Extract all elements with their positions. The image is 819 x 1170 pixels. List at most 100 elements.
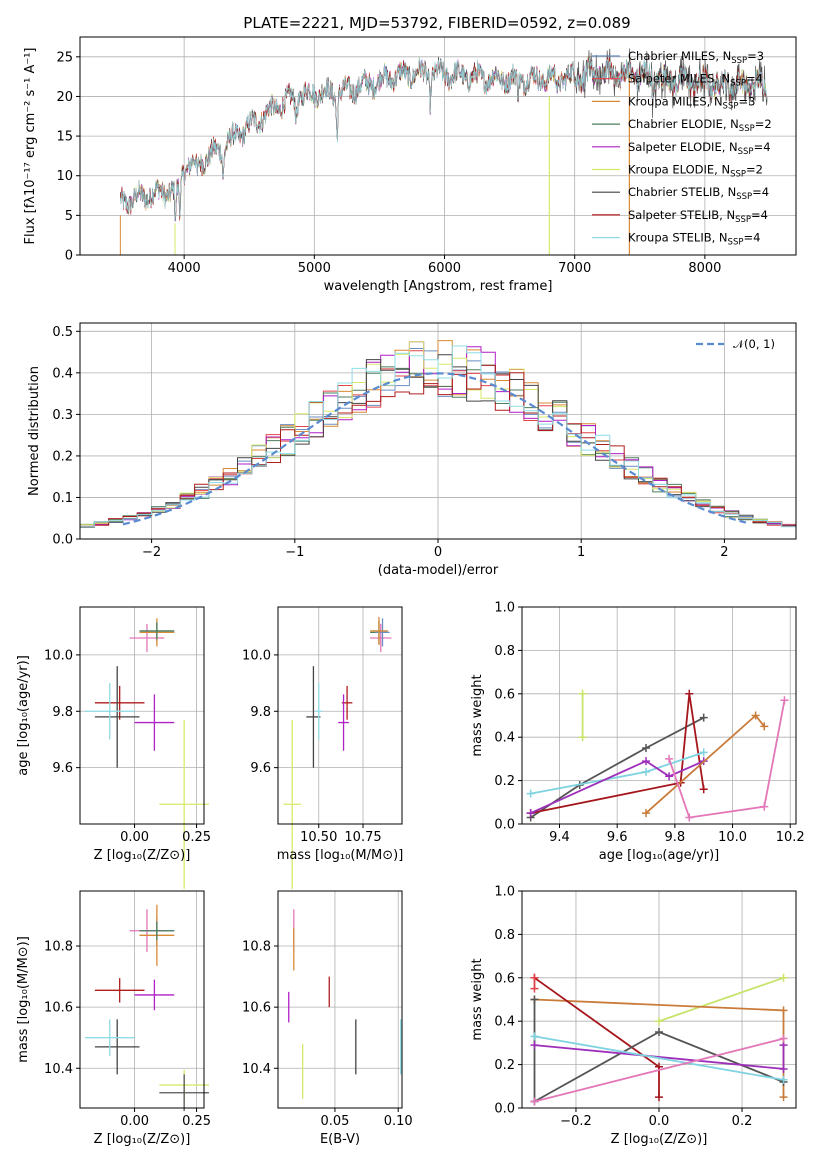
- weight-marker: [530, 984, 539, 993]
- x-tick-label: 0.25: [182, 1114, 211, 1129]
- weight-marker: [530, 995, 539, 1004]
- z-age-panel: 0.00 0.25 9.6 9.8 10.0 Z [log₁₀(Z/Z⊙)] age [lo…: [16, 606, 211, 889]
- y-axis-label: age [log₁₀(age/yr)]: [16, 655, 31, 776]
- plot-frame: [79, 890, 205, 1109]
- y-tick-label: 0.6: [494, 971, 515, 986]
- y-tick-label: 9.6: [250, 761, 271, 776]
- y-tick-label: 0: [65, 249, 73, 264]
- weight-marker: [699, 785, 708, 794]
- legend-label: Salpeter ELODIE, NSSP=4: [628, 140, 771, 157]
- x-tick-label: 0.05: [320, 1114, 349, 1129]
- y-tick-label: 0.1: [52, 491, 73, 506]
- weight-marker: [655, 1093, 663, 1102]
- x-tick-label: 9.6: [607, 830, 628, 845]
- y-tick-label: 10.8: [44, 940, 73, 955]
- x-tick-label: 9.8: [665, 830, 686, 845]
- legend-label: Kroupa MILES, NSSP=3: [628, 94, 755, 111]
- x-axis-label: (data-model)/error: [378, 563, 499, 578]
- y-tick-label: 0.4: [494, 731, 515, 746]
- x-tick-label: 5000: [298, 261, 331, 276]
- weight-line: [530, 760, 705, 814]
- x-axis-label: age [log₁₀(age/yr)]: [599, 848, 720, 863]
- histogram-step: [79, 364, 796, 539]
- weight-marker: [699, 748, 708, 757]
- x-tick-label: −0.2: [560, 1114, 592, 1129]
- weight-marker: [779, 973, 788, 982]
- y-tick-label: 0.0: [52, 533, 73, 548]
- y-tick-label: 10.0: [44, 648, 73, 663]
- x-tick-label: 0.00: [120, 1114, 149, 1129]
- y-tick-label: 15: [56, 130, 73, 145]
- legend-label: Chabrier MILES, NSSP=3: [628, 49, 764, 66]
- y-tick-label: 0.4: [494, 1015, 515, 1030]
- weight-marker: [685, 813, 694, 822]
- y-tick-label: 25: [56, 50, 73, 65]
- weight-marker: [760, 802, 769, 811]
- y-tick-label: 10.8: [242, 940, 271, 955]
- x-tick-label: 10.75: [344, 830, 381, 845]
- y-tick-label: 0.2: [52, 449, 73, 464]
- x-tick-label: 0: [434, 545, 442, 560]
- legend-label: Chabrier ELODIE, NSSP=2: [628, 117, 772, 134]
- x-tick-label: 0.2: [732, 1114, 753, 1129]
- y-tick-label: 20: [56, 90, 73, 105]
- legend-label: Salpeter MILES, NSSP=4: [628, 72, 763, 89]
- weight-marker: [642, 809, 651, 818]
- x-tick-label: 4000: [168, 261, 201, 276]
- weight-line: [668, 700, 786, 819]
- y-axis-label: Flux [fλ10⁻¹⁷ erg cm⁻² s⁻¹ A⁻¹]: [23, 48, 38, 245]
- y-tick-label: 9.8: [52, 705, 73, 720]
- weight-marker: [530, 1032, 539, 1041]
- legend-label: Salpeter STELIB, NSSP=4: [628, 208, 768, 225]
- x-tick-label: 6000: [428, 261, 461, 276]
- legend-label: Chabrier STELIB, NSSP=4: [628, 185, 769, 202]
- x-tick-label: 8000: [688, 261, 721, 276]
- normal-curve: [122, 372, 747, 526]
- plot-frame: [521, 606, 797, 825]
- y-tick-label: 1.0: [494, 885, 515, 900]
- weight-marker: [526, 789, 535, 798]
- figure-title: PLATE=2221, MJD=53792, FIBERID=0592, z=0…: [243, 14, 630, 32]
- y-tick-label: 0.8: [494, 928, 515, 943]
- y-tick-label: 0.4: [52, 366, 73, 381]
- x-tick-label: 2: [720, 545, 728, 560]
- weight-marker: [751, 711, 760, 720]
- y-tick-label: 9.6: [52, 761, 73, 776]
- x-axis-label: Z [log₁₀(Z/Z⊙)]: [94, 848, 191, 863]
- x-tick-label: 1: [577, 545, 585, 560]
- y-tick-label: 0.2: [494, 774, 515, 789]
- weight-marker: [779, 1006, 788, 1015]
- x-axis-label: E(B-V): [320, 1132, 360, 1147]
- histogram-step: [79, 345, 796, 539]
- y-tick-label: 10.0: [242, 648, 271, 663]
- y-tick-label: 0.2: [494, 1058, 515, 1073]
- y-axis-label: mass [log₁₀(M/M⊙)]: [16, 936, 31, 1063]
- weight-marker: [779, 1093, 788, 1102]
- x-tick-label: −2: [142, 545, 161, 560]
- y-tick-label: 0.0: [494, 1102, 515, 1117]
- x-tick-label: 0.00: [120, 830, 149, 845]
- x-tick-label: 10.0: [718, 830, 747, 845]
- weight-marker: [642, 744, 651, 753]
- spectrum-line: [120, 56, 768, 222]
- y-tick-label: 10: [56, 169, 73, 184]
- y-tick-label: 0.3: [52, 408, 73, 423]
- z-mass-panel: 0.00 0.25 10.4 10.6 10.8 Z [log₁₀(Z/Z⊙)] mass …: [16, 890, 211, 1147]
- x-tick-label: 0.25: [182, 830, 211, 845]
- legend-label: 𝒩(0, 1): [733, 337, 775, 351]
- y-tick-label: 10.6: [242, 1001, 271, 1016]
- x-tick-label: 0.0: [649, 1114, 670, 1129]
- plot-frame: [277, 606, 403, 825]
- weight-line: [645, 714, 766, 814]
- y-tick-label: 10.4: [242, 1062, 271, 1077]
- weight-line: [533, 977, 660, 1098]
- weight-marker: [655, 1028, 663, 1037]
- weight-marker: [530, 1041, 539, 1050]
- weight-marker: [578, 733, 587, 742]
- residual-histogram-panel: −2 −1 0 1 2 0.0 0.1 0.2 0.3 0.4 0.5 (data-model)/er…: [27, 322, 797, 578]
- x-tick-label: 10.2: [776, 830, 805, 845]
- weight-marker: [655, 1017, 663, 1026]
- weight-marker: [530, 973, 539, 982]
- x-tick-label: 7000: [558, 261, 591, 276]
